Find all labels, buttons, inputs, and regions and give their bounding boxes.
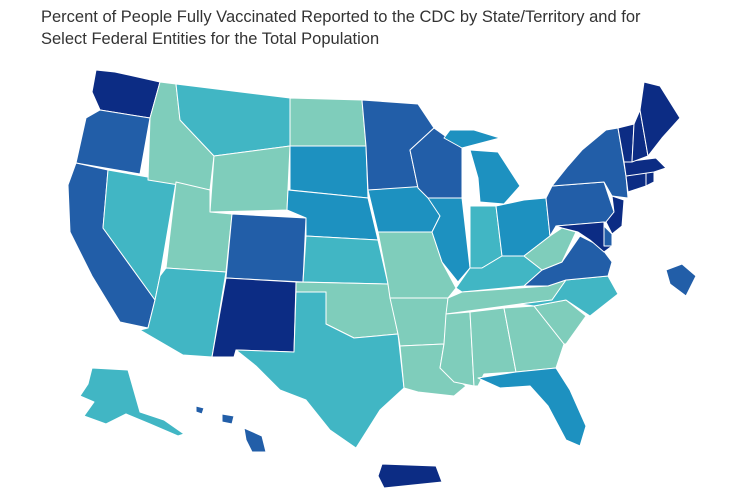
state-MA[interactable] [623,157,667,177]
map-title-line-1: Percent of People Fully Vaccinated Repor… [41,8,641,26]
state-ME[interactable] [639,81,681,157]
state-AZ[interactable] [139,267,227,358]
federal-entity-marker[interactable] [665,263,697,297]
state-IL[interactable] [427,197,471,283]
state-HI[interactable] [195,405,267,453]
state-WY[interactable] [209,145,291,213]
state-ND[interactable] [289,97,367,147]
state-KS[interactable] [302,235,389,285]
map-title-line-2: Select Federal Entities for the Total Po… [41,30,380,48]
territory-PR[interactable] [377,463,443,489]
state-OR[interactable] [75,109,151,175]
state-NM[interactable] [211,277,297,358]
state-NC[interactable] [519,275,619,317]
state-CO[interactable] [225,213,307,283]
state-RI[interactable] [645,171,655,187]
state-TX[interactable] [235,291,405,449]
state-AK[interactable] [79,367,185,437]
state-MD[interactable] [555,221,613,253]
map-title: Percent of People Fully Vaccinated Repor… [41,6,741,50]
state-AR[interactable] [389,297,449,347]
state-FL[interactable] [477,367,587,447]
state-SD[interactable] [289,145,369,199]
state-GA[interactable] [503,305,565,373]
